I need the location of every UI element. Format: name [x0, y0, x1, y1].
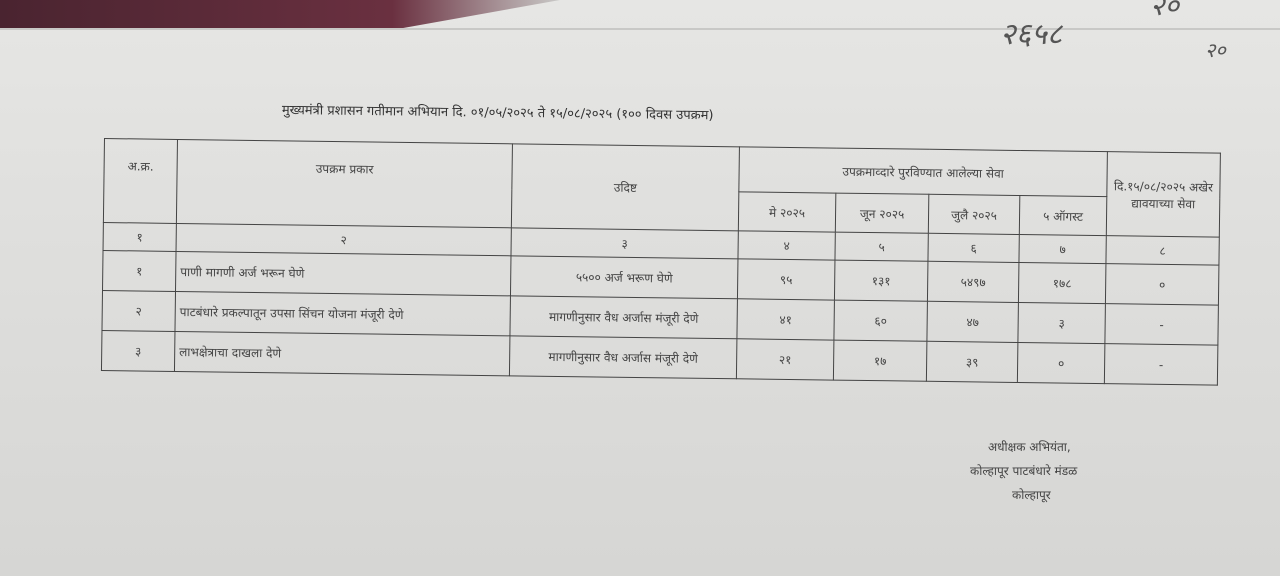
- cell-value: १७: [833, 340, 927, 382]
- header-row: अ.क्र. उपक्रम प्रकार उदिष्ट उपक्रमाव्दार…: [103, 138, 1221, 238]
- document-title: मुख्यमंत्री प्रशासन गतीमान अभियान दि. ०१…: [281, 102, 714, 124]
- column-number: ६: [927, 233, 1020, 263]
- column-number: ८: [1105, 235, 1220, 266]
- services-table: अ.क्र. उपक्रम प्रकार उदिष्ट उपक्रमाव्दार…: [101, 138, 1221, 386]
- cell-value: ३९: [926, 341, 1018, 383]
- column-number: ४: [737, 230, 836, 261]
- column-number: १: [103, 222, 177, 252]
- signature-office: कोल्हापूर पाटबंधारे मंडळ: [970, 464, 1078, 478]
- cell-activity: पाणी मागणी अर्ज भरून घेणे: [175, 251, 511, 296]
- column-number: २: [176, 223, 512, 256]
- column-number: ३: [510, 227, 739, 259]
- handwritten-note: २०: [1150, 0, 1180, 22]
- cell-remaining: -: [1104, 303, 1219, 346]
- header-serial: अ.क्र.: [103, 138, 178, 224]
- header-activity-type: उपक्रम प्रकार: [176, 139, 513, 228]
- signature-designation: अधीक्षक अभियंता,: [988, 440, 1071, 454]
- cell-value: १३१: [834, 260, 928, 302]
- cell-activity: लाभक्षेत्राचा दाखला देणे: [174, 331, 510, 376]
- cell-remaining: ०: [1105, 263, 1219, 306]
- cell-target: ५५०० अर्ज भरूण घेणे: [510, 255, 738, 299]
- column-number: ७: [1018, 234, 1107, 264]
- header-services-group: उपक्रमाव्दारे पुरविण्यात आलेल्या सेवा: [738, 146, 1108, 197]
- background-edge: [0, 0, 560, 30]
- cell-value: ६०: [833, 300, 928, 342]
- cell-activity: पाटबंधारे प्रकल्पातून उपसा सिंचन योजना म…: [174, 291, 511, 336]
- cell-value: १७८: [1018, 262, 1106, 304]
- handwritten-note: २६५८: [1000, 17, 1063, 52]
- cell-value: ५४९७: [927, 261, 1019, 303]
- handwritten-note: २०: [1205, 38, 1226, 62]
- header-month: जून २०२५: [835, 193, 929, 234]
- cell-target: मागणीनुसार वैध अर्जास मंजूरी देणे: [509, 295, 738, 339]
- header-month: मे २०२५: [738, 191, 836, 233]
- header-month: ५ ऑगस्ट: [1019, 195, 1107, 236]
- cell-remaining: -: [1104, 343, 1218, 386]
- paper-edge: [0, 28, 1280, 30]
- cell-value: ०: [1017, 342, 1105, 384]
- cell-value: ४१: [736, 298, 835, 341]
- cell-serial: २: [101, 290, 176, 332]
- header-month: जुलै २०२५: [928, 194, 1020, 235]
- cell-value: ४७: [926, 301, 1019, 343]
- cell-serial: १: [102, 250, 177, 292]
- cell-target: मागणीनुसार वैध अर्जास मंजूरी देणे: [509, 335, 737, 379]
- cell-value: २१: [736, 338, 834, 381]
- cell-value: ९५: [737, 258, 835, 301]
- signature-place: कोल्हापूर: [1012, 488, 1051, 502]
- header-remaining: दि.१५/०८/२०२५ अखेर द्यावयाच्या सेवा: [1106, 151, 1221, 238]
- cell-serial: ३: [101, 330, 175, 372]
- column-number: ५: [834, 232, 929, 262]
- header-target: उदिष्ट: [511, 143, 740, 231]
- cell-value: ३: [1017, 302, 1106, 344]
